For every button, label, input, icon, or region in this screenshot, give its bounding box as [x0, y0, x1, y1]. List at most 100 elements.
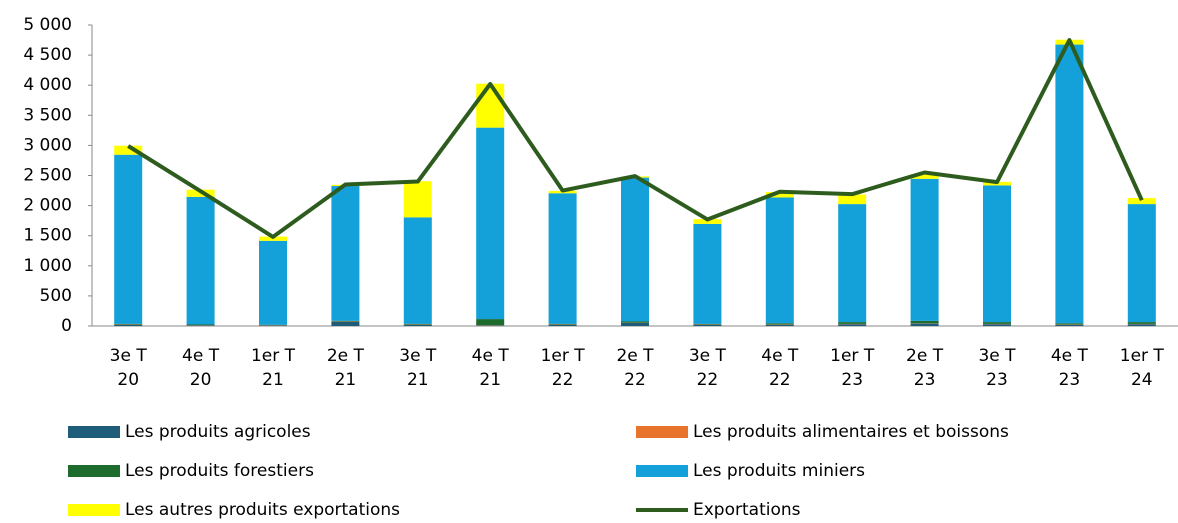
bar-segment: [259, 325, 287, 326]
bar-segment: [910, 173, 939, 179]
x-tick-label: 2e T: [327, 346, 365, 366]
bar-segment: [1127, 324, 1156, 326]
bar-segment: [693, 323, 722, 325]
x-tick-label: 3e T: [978, 346, 1016, 366]
bar-segment: [186, 324, 215, 326]
bar-segment: [403, 323, 432, 325]
y-tick-label: 2 500: [23, 166, 72, 186]
bar-segment: [838, 324, 867, 326]
bar-segment: [548, 324, 577, 326]
x-tick-label: 20: [117, 370, 139, 390]
bar-segment: [910, 323, 939, 326]
bar-segment: [114, 154, 143, 324]
bar-segment: [838, 194, 867, 205]
x-tick-label: 3e T: [399, 346, 437, 366]
legend-label: Exportations: [693, 500, 801, 520]
x-tick-label: 22: [769, 370, 791, 390]
legend-swatch: [636, 426, 688, 438]
bar-segment: [765, 197, 794, 324]
legend-label: Les produits agricoles: [125, 422, 311, 442]
y-tick-label: 5 000: [23, 15, 72, 35]
bar-segment: [621, 322, 649, 326]
bar-segment: [765, 323, 794, 325]
x-tick-label: 21: [479, 370, 501, 390]
bar-segment: [765, 324, 794, 326]
bar-segment: [476, 127, 505, 320]
x-tick-label: 2e T: [906, 346, 944, 366]
bar-segment: [476, 83, 505, 128]
bar-segment: [1055, 44, 1084, 324]
bar-segment: [403, 181, 432, 218]
x-tick-label: 23: [986, 370, 1008, 390]
x-tick-label: 4e T: [472, 346, 510, 366]
y-tick-label: 500: [40, 286, 72, 306]
x-tick-label: 24: [1131, 370, 1153, 390]
x-tick-label: 3e T: [689, 346, 727, 366]
x-tick-label: 4e T: [1051, 346, 1089, 366]
bar-segment: [331, 186, 360, 321]
x-tick-label: 22: [624, 370, 646, 390]
x-tick-label: 4e T: [761, 346, 799, 366]
legend-swatch: [68, 426, 120, 438]
bar-segment: [838, 204, 867, 323]
bar-segment: [693, 219, 722, 224]
x-tick-label: 23: [1059, 370, 1081, 390]
x-tick-label: 3e T: [110, 346, 148, 366]
bar-segment: [910, 178, 939, 321]
bar-segment: [1055, 324, 1084, 326]
x-tick-label: 1er T: [251, 346, 296, 366]
x-tick-label: 22: [697, 370, 719, 390]
line: [127, 38, 1144, 239]
y-tick-label: 2 000: [23, 196, 72, 216]
bar-segment: [548, 323, 577, 325]
bar-segment: [259, 240, 287, 325]
bar-segment: [983, 322, 1011, 324]
bar-segment: [186, 196, 215, 325]
bar-segment: [838, 322, 867, 324]
bar-segment: [331, 320, 360, 322]
bar-segment: [476, 319, 505, 326]
bar-segment: [983, 324, 1011, 326]
x-tick-label: 21: [407, 370, 429, 390]
bar-segment: [114, 145, 143, 155]
x-tick-label: 4e T: [182, 346, 220, 366]
bar-segment: [403, 324, 432, 326]
bar-segment: [331, 321, 360, 326]
y-tick-label: 0: [61, 316, 72, 336]
x-tick-label: 22: [552, 370, 574, 390]
x-tick-label: 2e T: [616, 346, 654, 366]
bar-segment: [693, 223, 722, 324]
bar-segment: [983, 185, 1011, 323]
y-tick-label: 3 500: [23, 105, 72, 125]
legend-swatch: [636, 465, 688, 477]
legend-label: Les autres produits exportations: [125, 500, 400, 520]
x-tick-label: 23: [914, 370, 936, 390]
legend-label: Les produits forestiers: [125, 461, 314, 481]
legend-label: Les produits miniers: [693, 461, 865, 481]
legend-label: Les produits alimentaires et boissons: [693, 422, 1009, 442]
bar-segment: [621, 177, 649, 322]
x-tick-label: 1er T: [541, 346, 586, 366]
x-tick-label: 21: [262, 370, 284, 390]
legend-swatch: [68, 465, 120, 477]
bar-segment: [765, 192, 794, 198]
x-tick-label: 20: [190, 370, 212, 390]
legend-swatch: [68, 504, 120, 516]
x-tick-label: 21: [335, 370, 357, 390]
y-tick-label: 4 500: [23, 45, 72, 65]
bar-segment: [910, 320, 939, 324]
bar-segment: [1127, 322, 1156, 324]
bar-segment: [186, 325, 215, 326]
y-tick-label: 1 000: [23, 256, 72, 276]
bar-segment: [1055, 323, 1084, 325]
bar-segment: [476, 325, 505, 326]
bar-segment: [621, 321, 649, 323]
bar-segment: [1127, 204, 1156, 323]
bar-segment: [548, 193, 577, 324]
y-tick-label: 1 500: [23, 226, 72, 246]
y-tick-label: 3 000: [23, 135, 72, 155]
x-tick-label: 23: [841, 370, 863, 390]
bar-segment: [403, 217, 432, 324]
bar-segment: [693, 324, 722, 326]
